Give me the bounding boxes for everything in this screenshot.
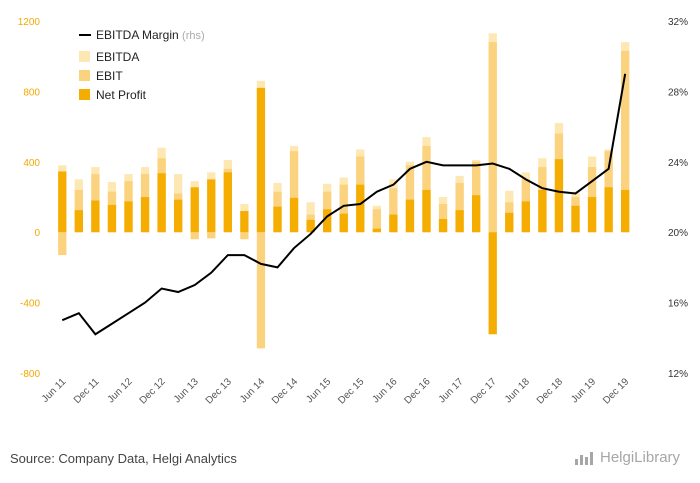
bar-ebit-jun-16 (405, 165, 415, 233)
x-tick-label: Dec 19 (601, 376, 631, 406)
bar-ebit-dec-13 (240, 232, 249, 240)
bar-net-profit-mar-12 (124, 201, 133, 233)
bar-ebit-mar-11 (58, 232, 67, 256)
y-left-tick-label: -800 (20, 369, 40, 380)
bar-net-profit-mar-17 (455, 210, 464, 233)
x-tick-label: Dec 15 (336, 376, 366, 406)
y-left-tick-label: 1200 (18, 17, 41, 28)
x-tick-label: Dec 16 (402, 376, 432, 406)
x-tick-label: Jun 13 (172, 376, 201, 405)
bar-net-profit-dec-14 (306, 219, 315, 233)
x-tick-label: Dec 12 (138, 376, 168, 406)
x-tick-label: Dec 17 (469, 376, 499, 406)
brand-text: HelgiLibrary (600, 449, 681, 466)
bar-ebit-jun-15 (339, 184, 348, 233)
y-right-tick-label: 16% (668, 299, 688, 310)
bar-ebit-sep-19 (621, 50, 630, 233)
bar-net-profit-jun-19 (604, 187, 613, 233)
x-tick-label: Jun 16 (370, 376, 399, 405)
bar-net-profit-dec-17 (505, 212, 514, 233)
legend-swatch-net-profit (79, 89, 90, 100)
bar-net-profit-sep-13 (223, 172, 232, 233)
bar-ebit-sep-16 (422, 145, 431, 233)
bar-net-profit-sep-15 (356, 184, 365, 233)
bar-ebit-sep-14 (289, 151, 299, 233)
source-note: Source: Company Data, Helgi Analytics (10, 451, 237, 466)
legend-label-ebitda: EBITDA (96, 50, 139, 64)
bar-net-profit-dec-18 (571, 205, 580, 233)
bar-net-profit-dec-15 (372, 228, 381, 233)
bar-net-profit-mar-16 (389, 214, 398, 233)
legend-label-net-profit: Net Profit (96, 88, 147, 102)
bar-net-profit-sep-17 (488, 232, 497, 335)
bar-net-profit-sep-16 (422, 189, 431, 233)
bar-ebit-dec-16 (438, 204, 448, 233)
bar-net-profit-mar-14 (256, 87, 266, 233)
bar-net-profit-sep-12 (157, 173, 166, 233)
legend-label-ebit: EBIT (96, 69, 123, 83)
bar-chart-logo-icon (575, 451, 593, 465)
y-left-tick-label: -400 (20, 299, 40, 310)
chart: 1200 800 400 0 -400 -800 32% 28% 24% 20% 16% 12% Jun… (18, 17, 688, 407)
bar-ebit-jun-13 (207, 232, 216, 239)
legend-swatch-ebit (79, 70, 90, 81)
x-tick-label: Dec 14 (270, 376, 300, 406)
bar-net-profit-mar-13 (190, 187, 199, 233)
legend-label-ebitda-margin: EBITDA Margin (rhs) (96, 28, 205, 42)
x-tick-label: Jun 12 (106, 376, 135, 405)
x-tick-label: Jun 14 (238, 376, 267, 405)
bar-net-profit-mar-11 (58, 171, 67, 233)
bar-net-profit-dec-16 (438, 219, 448, 233)
bar-ebit-mar-16 (389, 188, 398, 233)
y-right-tick-label: 20% (668, 228, 688, 239)
y-right-tick-label: 28% (668, 87, 688, 98)
bar-net-profit-jun-12 (140, 197, 150, 233)
bar-net-profit-dec-12 (174, 199, 183, 233)
bar-ebit-mar-17 (455, 182, 464, 233)
ebitda-margin-line (61, 73, 627, 336)
bar-net-profit-jun-18 (538, 189, 547, 233)
x-tick-label: Dec 18 (535, 376, 565, 406)
legend-swatch-ebitda (79, 51, 90, 62)
x-tick-label: Jun 18 (503, 376, 532, 405)
bar-net-profit-sep-18 (554, 159, 564, 233)
bar-net-profit-jun-15 (339, 213, 348, 233)
x-tick-label: Dec 13 (204, 376, 234, 406)
bar-ebit-mar-14 (256, 232, 266, 349)
y-right-tick-label: 12% (668, 369, 688, 380)
bar-net-profit-dec-11 (107, 204, 117, 233)
x-tick-label: Dec 11 (72, 376, 102, 406)
bar-net-profit-jun-13 (207, 179, 216, 233)
bar-ebit-mar-13 (190, 232, 199, 240)
bar-net-profit-sep-19 (621, 189, 630, 233)
bar-net-profit-mar-15 (323, 209, 332, 233)
bar-net-profit-dec-13 (240, 211, 249, 233)
y-left-tick-label: 400 (23, 158, 40, 169)
y-left-tick-label: 800 (23, 87, 40, 98)
bar-ebit-dec-15 (372, 209, 381, 233)
bars-group (58, 33, 630, 349)
bar-net-profit-jun-17 (472, 195, 481, 233)
bar-net-profit-jun-11 (74, 210, 83, 233)
bar-net-profit-mar-18 (521, 201, 530, 233)
bar-net-profit-jun-16 (405, 199, 415, 233)
bar-net-profit-sep-11 (91, 200, 100, 233)
bar-net-profit-sep-14 (289, 197, 299, 233)
y-right-tick-label: 32% (668, 17, 688, 28)
legend: EBITDA Margin (rhs) EBITDA EBIT Net Prof… (79, 28, 205, 102)
x-tick-label: Jun 17 (437, 376, 466, 405)
x-tick-label: Jun 19 (569, 376, 598, 405)
x-tick-label: Jun 15 (304, 376, 333, 405)
y-right-tick-label: 24% (668, 158, 688, 169)
y-left-tick-label: 0 (34, 228, 40, 239)
x-tick-label: Jun 11 (40, 376, 69, 405)
brand-logo: HelgiLibrary (574, 449, 680, 466)
bar-net-profit-jun-14 (273, 206, 282, 233)
bar-ebit-sep-17 (488, 42, 497, 233)
bar-net-profit-mar-19 (587, 197, 597, 233)
